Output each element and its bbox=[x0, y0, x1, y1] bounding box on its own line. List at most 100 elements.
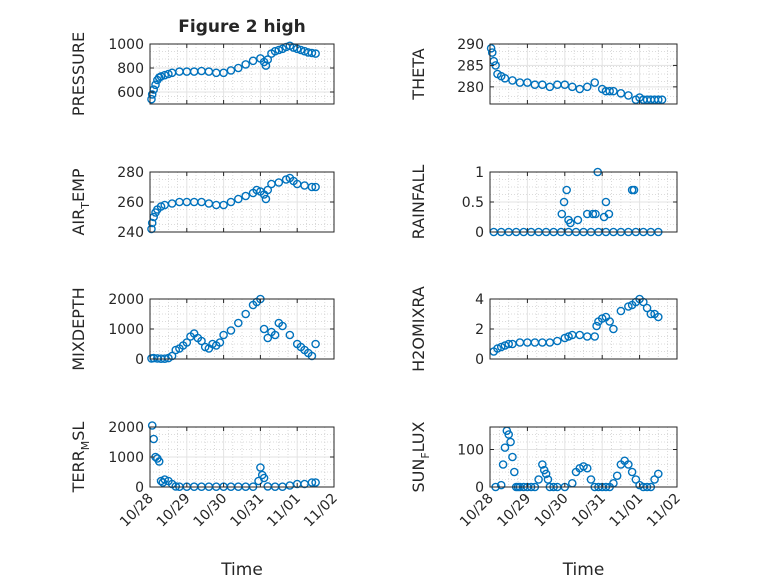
x-tick-label: 11/01 bbox=[607, 491, 647, 531]
x-tick-label: 11/02 bbox=[301, 491, 341, 531]
data-point bbox=[523, 78, 532, 87]
data-point bbox=[506, 437, 515, 447]
data-point bbox=[498, 460, 508, 469]
data-point bbox=[538, 80, 547, 90]
y-axis-label: SUNFLUX bbox=[409, 421, 432, 492]
x-tick-label: 10/31 bbox=[569, 491, 609, 531]
data-point bbox=[234, 194, 243, 204]
data-point bbox=[270, 330, 280, 340]
data-point bbox=[256, 463, 265, 472]
y-axis-label-main: SUN bbox=[409, 459, 428, 493]
y-tick-label: 260 bbox=[117, 195, 144, 211]
data-point bbox=[219, 68, 228, 78]
data-point bbox=[609, 324, 618, 334]
data-point bbox=[274, 45, 284, 55]
series-markers bbox=[147, 41, 320, 104]
data-point bbox=[307, 351, 317, 361]
y-axis-label: TERRMSL bbox=[69, 422, 92, 494]
y-axis-label-main: AIR bbox=[69, 209, 88, 236]
data-point bbox=[311, 478, 320, 487]
data-point bbox=[601, 197, 611, 207]
y-tick-label: 2 bbox=[475, 322, 484, 338]
data-point bbox=[559, 197, 569, 207]
data-point bbox=[538, 460, 547, 469]
data-point bbox=[496, 480, 506, 490]
data-point bbox=[167, 351, 177, 361]
y-axis-label: PRESSURE bbox=[69, 32, 88, 116]
data-point bbox=[487, 48, 497, 57]
y-tick-label: 1000 bbox=[108, 37, 144, 53]
data-point bbox=[263, 185, 273, 195]
data-point bbox=[270, 46, 280, 56]
data-point bbox=[500, 73, 510, 83]
data-point bbox=[588, 209, 598, 219]
data-point bbox=[486, 43, 496, 53]
data-point bbox=[605, 317, 614, 326]
data-point bbox=[557, 209, 567, 219]
data-point bbox=[629, 185, 639, 195]
data-point bbox=[642, 303, 652, 313]
data-point bbox=[261, 194, 271, 204]
data-point bbox=[500, 443, 510, 452]
data-point bbox=[646, 309, 656, 319]
y-tick-label: 280 bbox=[117, 165, 144, 181]
data-point bbox=[616, 88, 626, 98]
data-point bbox=[296, 45, 306, 55]
series-markers bbox=[489, 294, 663, 356]
y-tick-label: 240 bbox=[117, 225, 144, 241]
data-point bbox=[543, 475, 553, 484]
y-axis-label: H2OMIXRA bbox=[409, 286, 428, 372]
x-tick-label: 10/28 bbox=[117, 491, 157, 531]
y-tick-label: 0 bbox=[135, 352, 144, 368]
data-point bbox=[147, 94, 156, 104]
y-axis-label-rest: LUX bbox=[409, 421, 428, 452]
data-point bbox=[582, 463, 592, 473]
data-point bbox=[234, 318, 243, 328]
y-axis-label: MIXDEPTH bbox=[69, 287, 88, 370]
x-tick-label: 10/31 bbox=[227, 491, 267, 531]
data-point bbox=[263, 333, 273, 343]
data-point bbox=[147, 421, 157, 430]
data-point bbox=[534, 475, 543, 484]
data-point bbox=[504, 430, 514, 439]
data-point bbox=[274, 178, 284, 187]
data-point bbox=[311, 182, 320, 192]
data-point bbox=[582, 82, 592, 92]
x-tick-label: 10/28 bbox=[457, 491, 497, 531]
axes-pressure: 600 800 1000 PRESSURE Figure 2 high bbox=[69, 17, 335, 116]
y-tick-label: 100 bbox=[457, 443, 484, 459]
x-tick-label: 10/29 bbox=[494, 491, 534, 531]
y-tick-label: 1000 bbox=[108, 450, 144, 466]
series-markers bbox=[147, 173, 320, 234]
y-tick-label: 600 bbox=[117, 85, 144, 101]
data-point bbox=[627, 467, 637, 477]
data-point bbox=[147, 90, 157, 99]
data-point bbox=[226, 197, 236, 207]
axes-h2omixra: 0 2 4 H2OMIXRA bbox=[409, 286, 678, 372]
data-point bbox=[590, 78, 600, 87]
axes-frame bbox=[149, 43, 335, 105]
y-tick-label: 285 bbox=[457, 58, 484, 74]
data-point bbox=[582, 209, 592, 219]
data-point bbox=[151, 80, 160, 90]
x-tick-label: 11/01 bbox=[264, 491, 304, 531]
y-axis-label-main: TERR bbox=[69, 450, 88, 493]
data-point bbox=[654, 312, 663, 322]
axes-air_temp: 240 260 280 AIRTEMP bbox=[69, 165, 335, 241]
data-point bbox=[215, 338, 225, 347]
data-point bbox=[156, 72, 166, 81]
x-tick-label: 10/29 bbox=[154, 491, 194, 531]
data-point bbox=[261, 61, 271, 70]
data-point bbox=[263, 55, 273, 64]
data-point bbox=[171, 482, 181, 491]
data-point bbox=[259, 473, 269, 483]
data-point bbox=[560, 80, 570, 90]
y-tick-label: 0 bbox=[475, 480, 484, 496]
y-tick-label: 2000 bbox=[108, 420, 144, 436]
data-point bbox=[624, 460, 633, 469]
data-point bbox=[545, 82, 555, 92]
data-point bbox=[278, 321, 287, 331]
